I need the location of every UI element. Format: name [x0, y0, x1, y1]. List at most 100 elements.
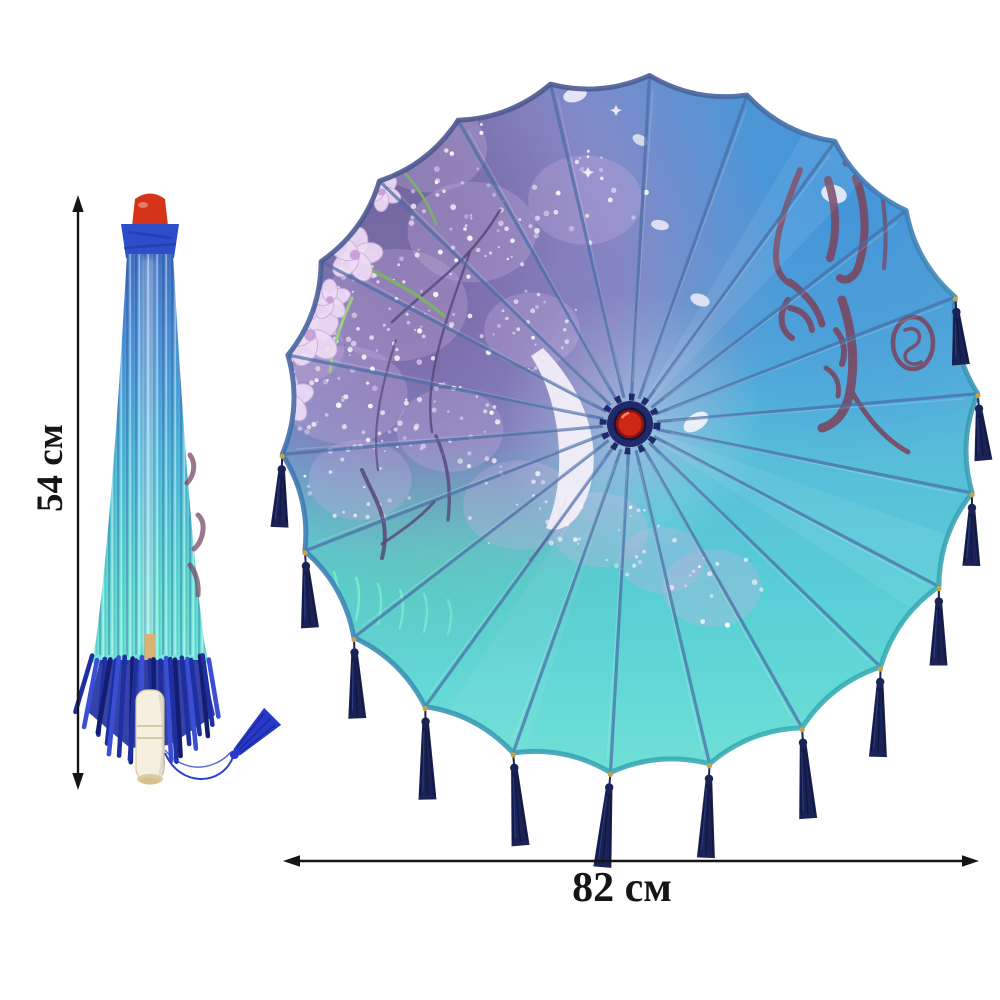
edge-tassel	[868, 666, 887, 758]
closed-calligraphy-marks	[184, 452, 206, 598]
rib	[456, 119, 619, 402]
fringe-strand	[179, 655, 192, 747]
rib-highlight	[295, 426, 589, 450]
rib	[637, 94, 749, 400]
arrowhead-up	[72, 195, 84, 212]
rib-highlight	[429, 457, 606, 694]
fringe-strand	[188, 657, 202, 737]
rib-highlight	[467, 130, 611, 388]
fringe-strand	[95, 657, 113, 735]
height-label: 54 см	[30, 424, 71, 512]
rib-highlight	[335, 263, 594, 405]
rib	[654, 295, 956, 416]
edge-tassel	[962, 492, 981, 566]
diameter-label: 82 см	[572, 865, 672, 911]
rib-highlight	[362, 448, 597, 627]
fringe-strand	[116, 654, 127, 758]
hub	[599, 393, 661, 455]
rib-highlight	[671, 398, 965, 422]
rib-highlight	[666, 443, 925, 585]
rib-highlight	[632, 89, 654, 383]
rib	[304, 432, 606, 553]
fringe-strand	[106, 655, 121, 757]
edge-tassel	[510, 752, 530, 847]
seal-stamp	[890, 314, 936, 372]
chinese-calligraphy	[772, 124, 936, 455]
closed-collar	[121, 224, 179, 258]
rib	[644, 140, 837, 404]
sakura-flower	[309, 278, 351, 319]
wrist-tassel	[164, 707, 282, 780]
closed-red-tip	[132, 193, 168, 226]
hub-red-cap	[615, 409, 645, 439]
rib	[352, 439, 610, 639]
rib-highlight	[606, 465, 628, 759]
edge-tassel	[418, 705, 437, 800]
arrowhead-down	[72, 773, 84, 790]
sparkle-star	[582, 167, 594, 178]
rib	[641, 446, 804, 729]
rib	[656, 392, 978, 424]
rib-highlight	[659, 453, 869, 661]
rib-highlight	[556, 96, 622, 384]
fringe-strand	[172, 657, 183, 759]
open-umbrella	[270, 73, 993, 868]
edge-tassel	[270, 453, 289, 528]
rib-highlight	[302, 353, 590, 416]
edge-tassel	[593, 771, 614, 868]
closed-handle	[135, 689, 166, 785]
diameter-dimension: 82 см	[283, 855, 979, 911]
fringe-strand	[197, 653, 211, 739]
edge-tassel	[301, 550, 319, 629]
leaf-stems	[328, 170, 446, 374]
fringe-strand	[200, 653, 215, 728]
rib	[320, 260, 607, 413]
edge-tassel	[798, 727, 818, 820]
rib-highlight	[649, 460, 793, 718]
rib	[282, 424, 604, 456]
edge-tassel	[929, 585, 948, 666]
rib-highlight	[670, 432, 958, 495]
edge-tassels	[270, 296, 993, 868]
fringe-strand	[185, 656, 199, 751]
rib	[423, 444, 616, 708]
rib	[629, 75, 652, 398]
rib	[287, 353, 604, 421]
fringe-strand	[163, 655, 174, 764]
rib	[378, 179, 612, 407]
tree-branches	[360, 208, 568, 562]
rib-highlight	[638, 464, 704, 752]
rib-highlight	[391, 187, 601, 395]
edge-tassel	[951, 296, 970, 366]
canopy	[282, 75, 978, 773]
rib	[608, 450, 631, 773]
fringe-strand	[81, 657, 100, 730]
height-dimension: 54 см	[30, 195, 84, 790]
closed-umbrella	[73, 193, 282, 785]
rib	[548, 83, 626, 399]
fringe-strand	[127, 658, 139, 762]
canopy-ribs	[282, 75, 978, 773]
closed-sheen	[141, 258, 155, 648]
edge-tassel	[974, 393, 993, 462]
edge-tassel	[348, 636, 367, 719]
rib	[653, 435, 940, 588]
edge-tassel	[696, 763, 715, 859]
arrowhead-right	[962, 855, 979, 867]
fringe-strand	[206, 657, 221, 719]
rib	[650, 209, 908, 409]
rib-highlight	[513, 463, 617, 739]
rib	[648, 441, 882, 669]
sparkle-star	[610, 105, 622, 116]
rib-highlight	[643, 109, 747, 385]
canopy-edge-binding	[279, 73, 981, 775]
rib	[656, 427, 973, 495]
rib	[634, 449, 712, 765]
rib-highlight	[654, 154, 831, 391]
rib	[511, 448, 623, 754]
rib-highlight	[663, 221, 898, 400]
fringe-strand	[167, 656, 179, 765]
arrowhead-left	[283, 855, 300, 867]
rib-highlight	[669, 305, 944, 410]
